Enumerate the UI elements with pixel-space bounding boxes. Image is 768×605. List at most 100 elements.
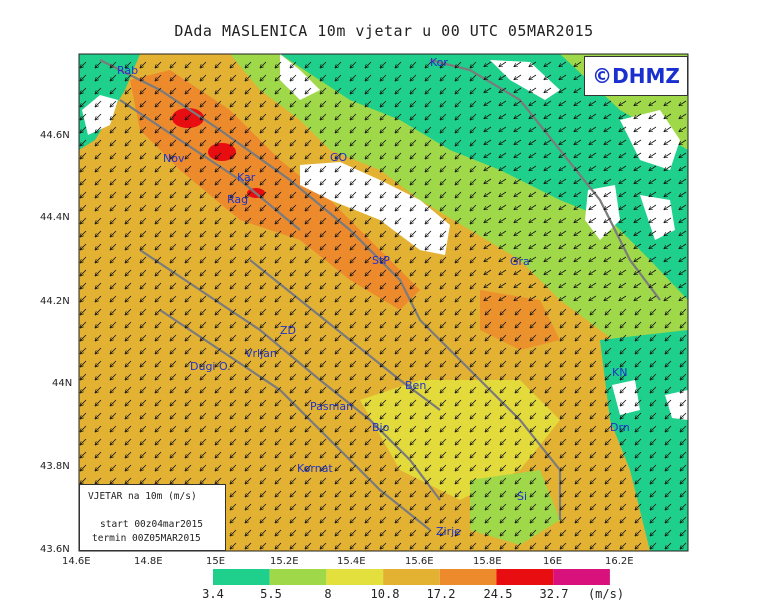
wind-arrow — [80, 308, 87, 315]
wind-arrow — [514, 126, 522, 131]
wind-arrow — [305, 74, 312, 81]
run-info-termin: termin 00Z05MAR2015 — [92, 533, 201, 544]
wind-arrow — [200, 191, 207, 198]
wind-arrow — [275, 295, 282, 302]
wind-arrow — [514, 269, 522, 274]
wind-arrow — [455, 61, 462, 68]
wind-arrow — [425, 230, 432, 237]
wind-arrow — [544, 269, 552, 274]
place-label: Si — [517, 490, 528, 503]
wind-arrow — [604, 165, 612, 170]
wind-arrow — [455, 230, 462, 237]
wind-arrow — [634, 282, 642, 287]
wind-arrow — [380, 269, 387, 276]
wind-arrow — [245, 217, 252, 224]
wind-arrow — [589, 282, 597, 287]
wind-arrow — [649, 269, 657, 274]
wind-arrow — [290, 126, 297, 133]
wind-arrow — [514, 152, 522, 157]
wind-arrow — [380, 282, 387, 289]
wind-arrow — [125, 74, 132, 81]
wind-arrow — [664, 256, 672, 261]
wind-arrow — [80, 269, 87, 276]
wind-arrow — [529, 139, 537, 144]
wind-arrow — [589, 178, 597, 183]
wind-arrow — [95, 87, 102, 94]
wind-arrow — [484, 165, 492, 170]
wind-arrow — [95, 308, 102, 315]
place-label: Kar — [237, 171, 256, 184]
wind-arrow — [320, 243, 327, 250]
wind-arrow — [665, 308, 672, 315]
wind-arrow — [664, 191, 672, 196]
wind-arrow — [155, 191, 162, 198]
wind-arrow — [440, 100, 447, 107]
wind-arrow — [95, 126, 102, 133]
wind-arrow — [484, 113, 492, 118]
wind-arrow — [440, 126, 447, 133]
wind-arrow — [574, 126, 582, 131]
wind-arrow — [514, 165, 522, 170]
wind-arrow — [200, 230, 207, 237]
wind-arrow — [485, 308, 492, 315]
wind-arrow — [544, 217, 552, 222]
wind-arrow — [350, 165, 357, 172]
wind-arrow — [455, 217, 462, 224]
wind-arrow — [634, 152, 642, 157]
wind-arrow — [589, 204, 597, 209]
wind-arrow — [470, 204, 477, 211]
wind-arrow — [425, 217, 432, 224]
wind-arrow — [155, 204, 162, 211]
wind-arrow — [95, 269, 102, 276]
wind-arrow — [634, 178, 642, 183]
wind-arrow — [335, 295, 342, 302]
wind-arrow — [260, 178, 267, 185]
wind-arrow — [634, 139, 642, 144]
wind-arrow — [544, 74, 552, 79]
wind-arrow — [80, 165, 87, 172]
wind-arrow — [380, 139, 387, 146]
wind-arrow — [125, 321, 132, 328]
wind-arrow — [200, 152, 207, 159]
wind-arrow — [125, 256, 132, 263]
wind-arrow — [215, 139, 222, 146]
wind-arrow — [589, 126, 597, 131]
wind-arrow — [680, 308, 687, 315]
wind-arrow — [590, 308, 597, 315]
wind-arrow — [664, 230, 672, 235]
wind-arrow — [544, 256, 552, 261]
wind-arrow — [365, 217, 372, 224]
wind-arrow — [365, 282, 372, 289]
wind-arrow — [470, 126, 477, 133]
lat-tick: 43.6N — [40, 544, 70, 555]
wind-arrow — [425, 191, 432, 198]
wind-arrow — [200, 126, 207, 133]
wind-arrow — [499, 217, 507, 222]
wind-arrow — [200, 321, 207, 328]
wind-arrow — [335, 204, 342, 211]
wind-arrow — [440, 295, 447, 302]
wind-arrow — [125, 152, 132, 159]
run-info-variable: VJETAR na 10m (m/s) — [88, 491, 197, 502]
wind-arrow — [245, 269, 252, 276]
wind-arrow — [125, 113, 132, 120]
wind-arrow — [619, 100, 627, 105]
wind-arrow — [185, 269, 192, 276]
wind-arrow — [634, 165, 642, 170]
wind-arrow — [125, 87, 132, 94]
wind-arrow — [95, 100, 102, 107]
wind-arrow — [320, 139, 327, 146]
wind-arrow — [560, 308, 567, 315]
wind-arrow — [514, 178, 522, 183]
wind-arrow — [380, 256, 387, 263]
wind-arrow — [155, 217, 162, 224]
wind-arrow — [200, 74, 207, 81]
wind-arrow — [215, 321, 222, 328]
wind-arrow — [499, 191, 507, 196]
wind-arrow — [470, 178, 477, 185]
wind-arrow — [95, 74, 102, 81]
wind-arrow — [140, 243, 147, 250]
wind-arrow — [215, 100, 222, 107]
wind-arrow — [529, 100, 537, 105]
wind-arrow — [140, 126, 147, 133]
